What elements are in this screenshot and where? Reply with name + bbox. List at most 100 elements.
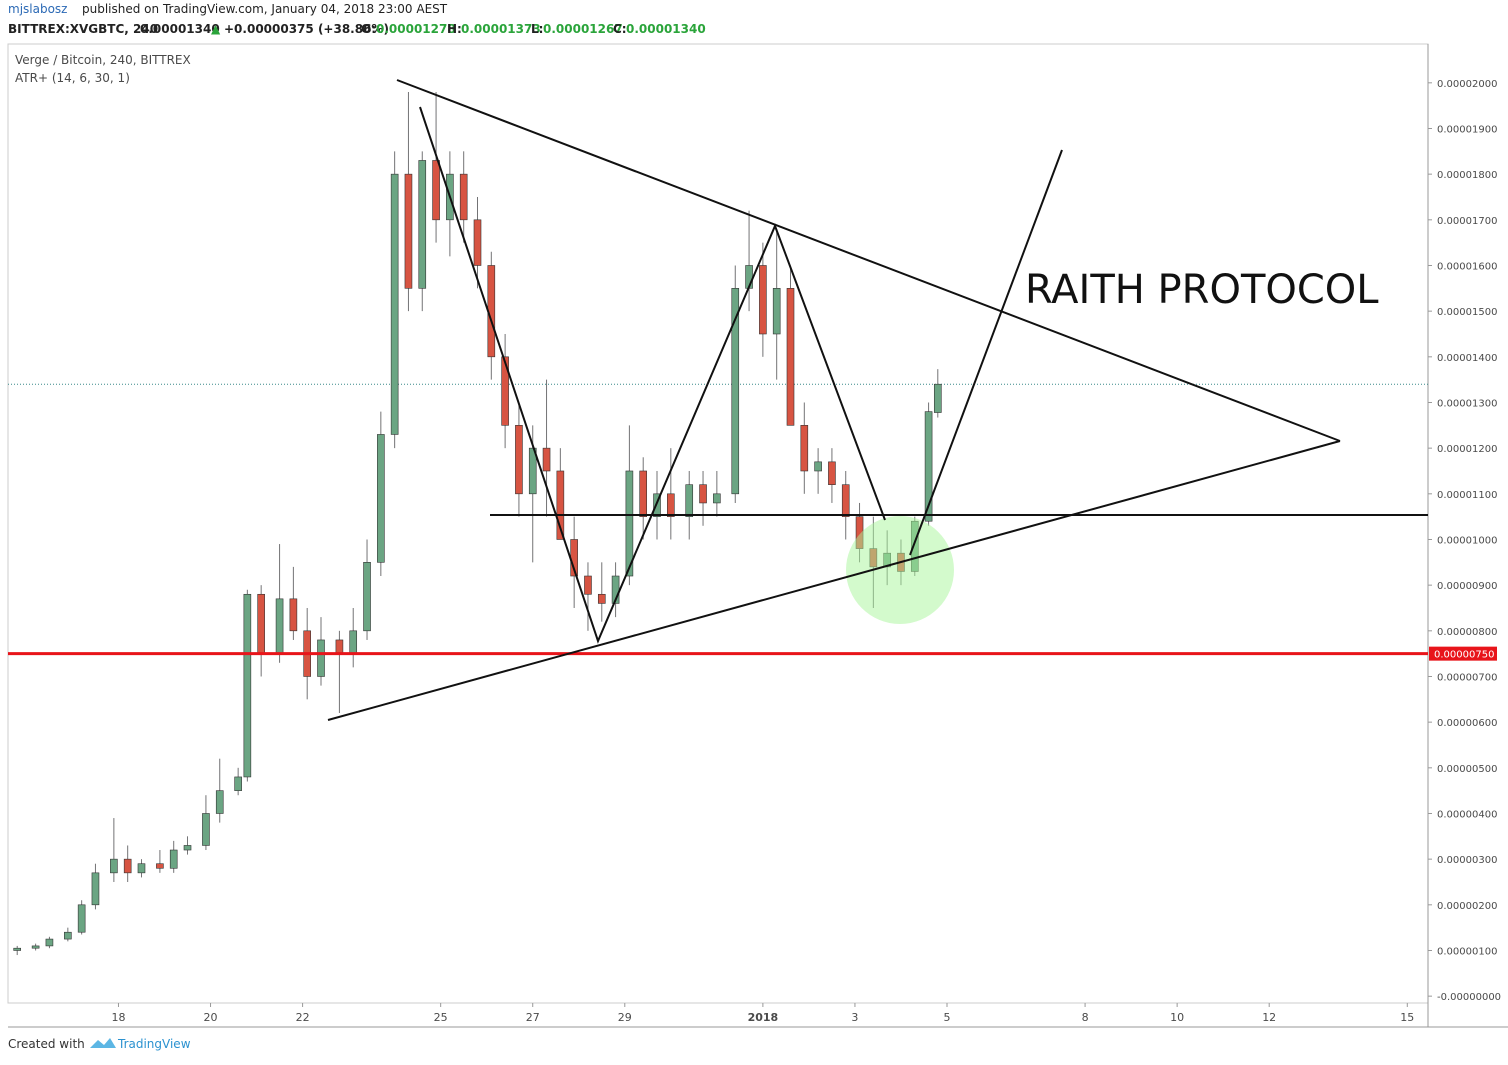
candle-body bbox=[137, 863, 146, 874]
candle-body bbox=[202, 813, 210, 846]
candle-body bbox=[45, 938, 54, 947]
symbol: BITTREX:XVGBTC, 240 bbox=[8, 22, 158, 36]
candle-body bbox=[473, 219, 482, 266]
candle-body bbox=[363, 562, 371, 632]
price-tag-label: 0.00000750 bbox=[1434, 650, 1494, 661]
candle-body bbox=[542, 447, 551, 472]
candle-body bbox=[418, 160, 427, 289]
zigzag bbox=[419, 106, 886, 644]
x-tick-label: 20 bbox=[204, 1011, 218, 1024]
y-tick-label: 0.00000300 bbox=[1437, 855, 1497, 866]
x-tick-label: 8 bbox=[1082, 1011, 1089, 1024]
x-tick-label: 27 bbox=[526, 1011, 540, 1024]
footer-created: Created with bbox=[8, 1037, 85, 1051]
candle-body bbox=[404, 173, 413, 289]
x-tick-label: 29 bbox=[618, 1011, 632, 1024]
y-tick-label: 0.00001200 bbox=[1437, 444, 1497, 455]
x-tick-label: 22 bbox=[296, 1011, 310, 1024]
last: 0.00001340 bbox=[140, 22, 220, 36]
y-tick-label: 0.00001600 bbox=[1437, 261, 1497, 272]
y-tick-label: 0.00001300 bbox=[1437, 398, 1497, 409]
author[interactable]: mjslabosz bbox=[8, 2, 67, 16]
candle-body bbox=[699, 484, 707, 504]
annotation: RAITH PROTOCOL bbox=[1025, 267, 1379, 313]
c: 0.00001340 bbox=[626, 22, 706, 36]
y-tick-label: 0.00000400 bbox=[1437, 809, 1497, 820]
highlight-circle bbox=[846, 516, 954, 624]
candle-body bbox=[639, 470, 648, 517]
candle-body bbox=[814, 461, 822, 472]
y-tick-label: 0.00001100 bbox=[1437, 490, 1497, 501]
change: +0.00000375 (+38.86%) bbox=[224, 22, 389, 36]
y-tick-label: 0.00001800 bbox=[1437, 170, 1497, 181]
y-tick-label: 0.00001000 bbox=[1437, 535, 1497, 546]
x-tick-label: 5 bbox=[943, 1011, 950, 1024]
x-tick-label: 18 bbox=[111, 1011, 125, 1024]
y-tick-label: 0.00000500 bbox=[1437, 764, 1497, 775]
candle-body bbox=[713, 493, 721, 504]
candle-body bbox=[215, 790, 224, 814]
candle-body bbox=[459, 173, 468, 221]
c-label: C: bbox=[613, 22, 627, 36]
candle-body bbox=[64, 931, 72, 940]
y-tick-label: 0.00000100 bbox=[1437, 946, 1497, 957]
trendline bbox=[396, 79, 1341, 442]
candle-body bbox=[390, 173, 399, 435]
y-tick-label: 0.00000600 bbox=[1437, 718, 1497, 729]
candle-body bbox=[924, 411, 933, 522]
x-tick-label: 15 bbox=[1400, 1011, 1414, 1024]
candle-body bbox=[13, 947, 22, 951]
candle-body bbox=[625, 470, 634, 577]
candle-body bbox=[77, 904, 86, 933]
y-tick-label: -0.00000000 bbox=[1437, 992, 1501, 1003]
candle-body bbox=[123, 858, 132, 874]
candle-body bbox=[432, 160, 440, 221]
x-tick-label: 25 bbox=[434, 1011, 448, 1024]
candle-body bbox=[597, 593, 606, 604]
candle-body bbox=[183, 845, 192, 851]
legend-title: Verge / Bitcoin, 240, BITTREX bbox=[15, 53, 191, 67]
candle-body bbox=[156, 863, 164, 869]
y-tick-label: 0.00002000 bbox=[1437, 79, 1497, 90]
candle-body bbox=[828, 461, 836, 485]
y-tick-label: 0.00001700 bbox=[1437, 216, 1497, 227]
y-tick-label: 0.00000200 bbox=[1437, 901, 1497, 912]
candle-body bbox=[786, 288, 795, 426]
projection bbox=[909, 149, 1063, 556]
arrow: ▲ bbox=[211, 22, 221, 36]
published: published on TradingView.com, January 04… bbox=[82, 2, 448, 16]
candle-body bbox=[731, 288, 740, 495]
o-label: O: bbox=[361, 22, 376, 36]
candle-body bbox=[841, 484, 850, 517]
indicator: ATR+ (14, 6, 30, 1) bbox=[15, 71, 130, 85]
x-tick-label: 12 bbox=[1262, 1011, 1276, 1024]
candle-body bbox=[91, 872, 100, 906]
candle-body bbox=[759, 265, 767, 335]
candle-body bbox=[933, 383, 942, 413]
price-tag bbox=[1429, 646, 1497, 661]
candle-body bbox=[800, 425, 809, 472]
candle-body bbox=[257, 593, 265, 654]
candle-body bbox=[243, 593, 252, 778]
x-tick-label: 2018 bbox=[748, 1011, 779, 1024]
h: 0.00001373 bbox=[461, 22, 541, 36]
logo bbox=[90, 1038, 116, 1048]
candle-body bbox=[501, 356, 509, 426]
y-tick-label: 0.00000700 bbox=[1437, 672, 1497, 683]
candle-body bbox=[289, 598, 298, 632]
footer-brand[interactable]: TradingView bbox=[117, 1037, 191, 1051]
candle-body bbox=[584, 575, 592, 595]
candle-body bbox=[317, 639, 325, 677]
candle-body bbox=[377, 434, 385, 563]
candle-body bbox=[234, 776, 242, 791]
drawings bbox=[327, 79, 1428, 721]
l: 0.00001267 bbox=[543, 22, 623, 36]
candle-body bbox=[335, 639, 344, 654]
y-tick-label: 0.00000800 bbox=[1437, 627, 1497, 638]
candle-body bbox=[556, 470, 565, 540]
ticker-line: BITTREX:XVGBTC, 240 0.00001340 ▲ +0.0000… bbox=[8, 22, 706, 36]
candle-body bbox=[685, 484, 694, 517]
candle-body bbox=[515, 425, 523, 495]
o: 0.00001278 bbox=[376, 22, 456, 36]
trendline bbox=[327, 440, 1341, 721]
